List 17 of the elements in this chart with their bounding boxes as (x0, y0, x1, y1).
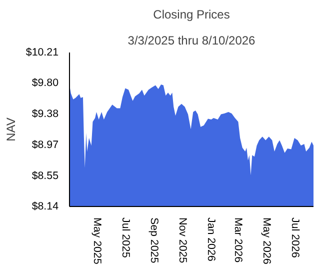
chart-title: Closing Prices (153, 8, 230, 22)
y-tick-label: $8.55 (32, 170, 59, 182)
x-tick-label: Mar 2026 (232, 218, 244, 263)
y-tick-label: $8.14 (32, 200, 59, 212)
x-tick-label: May 2026 (260, 218, 273, 264)
y-tick-label: $9.38 (32, 108, 59, 120)
x-tick-label: May 2025 (90, 218, 103, 264)
y-tick-label: $8.97 (32, 138, 59, 151)
y-tick-label: $10.21 (26, 46, 59, 58)
x-tick-label: Sep 2025 (148, 218, 160, 264)
chart-subtitle: 3/3/2025 thru 8/10/2026 (128, 34, 256, 48)
x-tick-label: Jul 2025 (119, 218, 132, 258)
x-tick-label: Nov 2025 (176, 218, 188, 264)
x-tick-label: Jul 2026 (288, 218, 301, 258)
x-tick-label: Jan 2026 (204, 218, 217, 262)
y-tick-label: $9.80 (32, 77, 59, 89)
y-axis-title: NAV (4, 118, 18, 142)
